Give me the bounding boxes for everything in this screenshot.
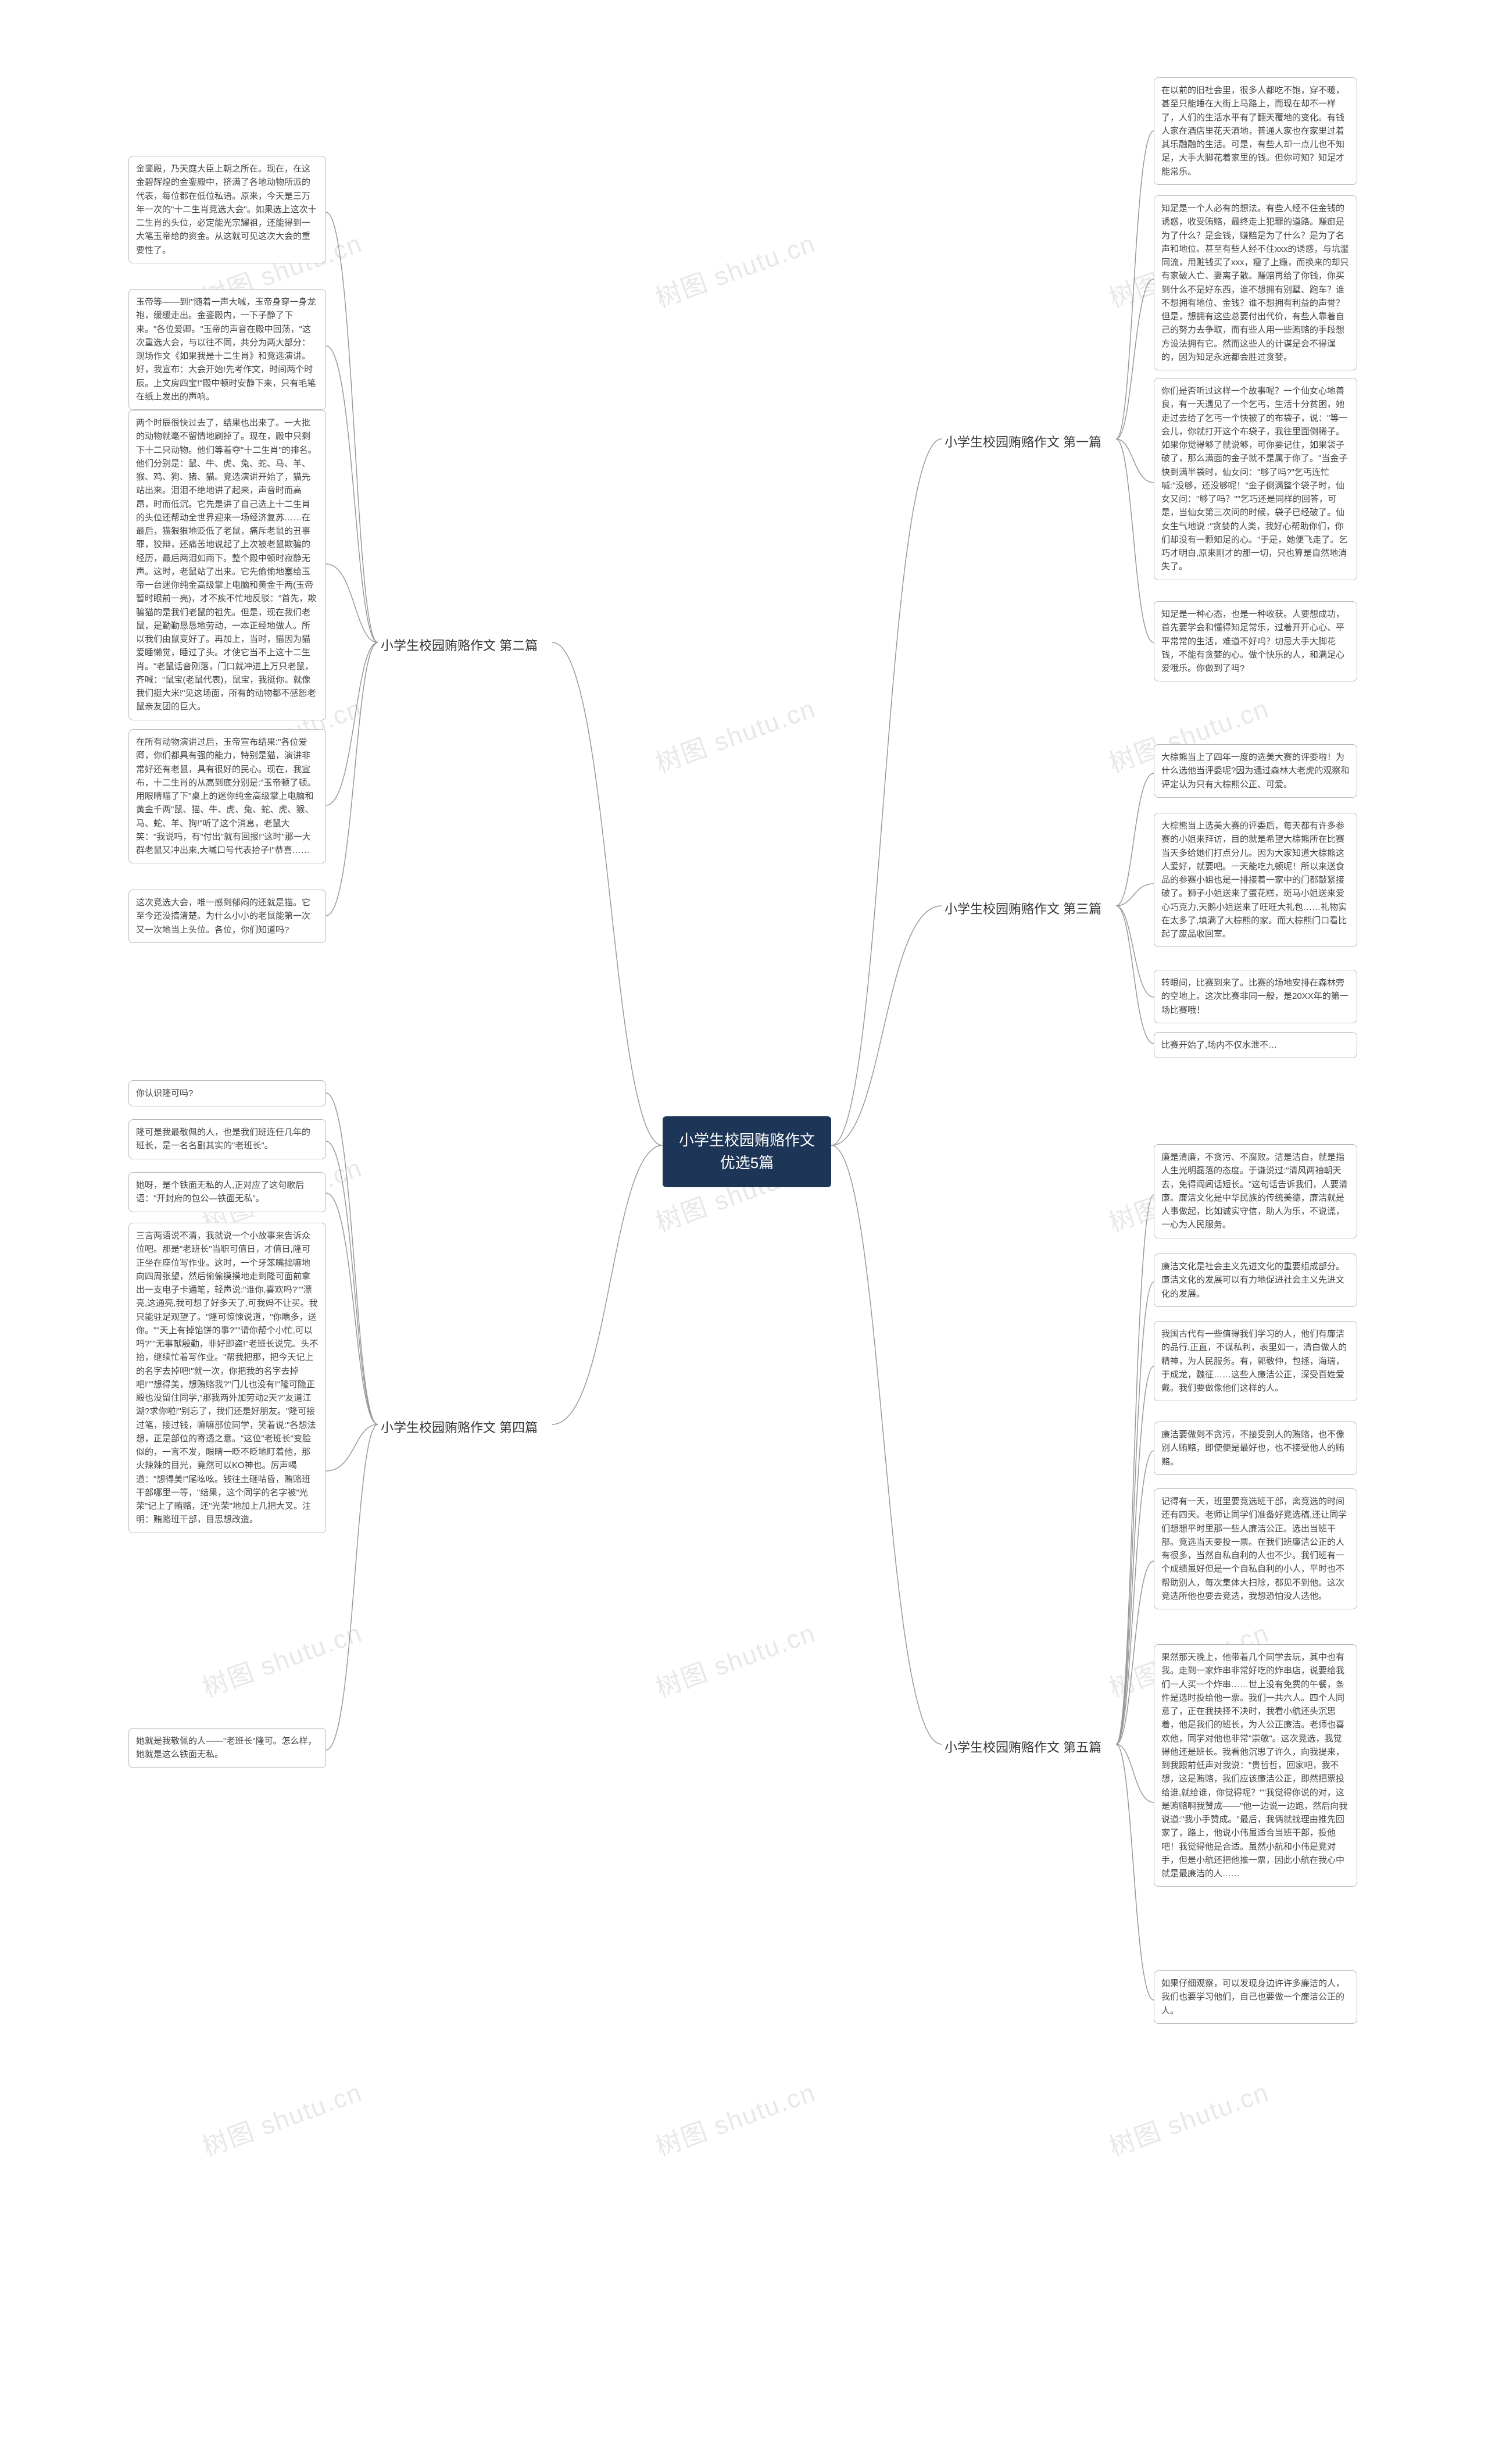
left-box-4: 在所有动物演讲过后，玉帝宣布结果:"各位爱卿，你们都具有强的能力，特别是猫，演讲… xyxy=(128,729,326,863)
right-box-9: 廉是清廉，不贪污、不腐败。洁是洁白，就是指人生光明磊落的态度。于谦说过:"清风两… xyxy=(1154,1144,1357,1238)
center-title: 小学生校园贿赂作文优选5篇 xyxy=(679,1131,815,1172)
branch-5-label: 小学生校园贿赂作文 第五篇 xyxy=(945,1737,1101,1756)
left-box-5: 这次竞选大会，唯一感到郁闷的还就是猫。它至今还没搞清楚。为什么小小的老鼠能第一次… xyxy=(128,890,326,943)
branch-2-label: 小学生校园贿赂作文 第二篇 xyxy=(381,635,538,654)
right-box-12: 廉洁要做到不贪污，不接受别人的贿赂，也不像别人贿赂，即使便是最好也，也不接受他人… xyxy=(1154,1422,1357,1475)
center-node: 小学生校园贿赂作文优选5篇 xyxy=(663,1116,831,1187)
right-box-7: 转眼间，比赛到来了。比赛的场地安排在森林旁的空地上。这次比赛非同一般，是20XX… xyxy=(1154,970,1357,1023)
left-box-8: 她呀，是个铁面无私的人,正对应了这句歌后语："开封府的包公—铁面无私"。 xyxy=(128,1172,326,1212)
left-box-3: 两个时辰很快过去了，结果也出来了。一大批的动物就毫不留情地刷掉了。现在，殿中只剩… xyxy=(128,410,326,720)
right-box-13: 记得有一天，班里要竞选班干部，离竞选的时间还有四天。老师让同学们准备好竞选稿,还… xyxy=(1154,1488,1357,1609)
mindmap-container: 小学生校园贿赂作文优选5篇 小学生校园贿赂作文 第一篇 小学生校园贿赂作文 第二… xyxy=(0,0,1488,2464)
left-box-2: 玉帝等——到!"随着一声大喊，玉帝身穿一身龙袍，缓缓走出。金銮殿内，一下子静了下… xyxy=(128,289,326,410)
right-box-2: 知足是一个人必有的想法。有些人经不住金钱的诱惑，收受贿赂，最终走上犯罪的道路。赚… xyxy=(1154,195,1357,370)
right-box-8: 比赛开始了,场内不仅水泄不… xyxy=(1154,1032,1357,1058)
left-box-1: 金銮殿，乃天庭大臣上朝之所在。现在，在这金碧辉煌的金銮殿中，挤满了各地动物所派的… xyxy=(128,156,326,263)
branch-4-label: 小学生校园贿赂作文 第四篇 xyxy=(381,1417,538,1436)
left-box-7: 隆可是我最敬佩的人，也是我们班连任几年的班长，是一名名副其实的"老班长"。 xyxy=(128,1119,326,1159)
right-box-3: 你们是否听过这样一个故事呢？一个仙女心地善良，有一天遇见了一个乞丐，生活十分贫困… xyxy=(1154,378,1357,580)
left-box-10: 她就是我敬佩的人——"老班长"隆可。怎么样，她就是这么铁面无私。 xyxy=(128,1728,326,1768)
left-box-6: 你认识隆可吗? xyxy=(128,1080,326,1106)
branch-1-label: 小学生校园贿赂作文 第一篇 xyxy=(945,432,1101,451)
right-box-5: 大棕熊当上了四年一度的选美大赛的评委啦！为什么选他当评委呢?因为通过森林大老虎的… xyxy=(1154,744,1357,798)
right-box-10: 廉洁文化是社会主义先进文化的重要组成部分。廉洁文化的发展可以有力地促进社会主义先… xyxy=(1154,1254,1357,1307)
right-box-6: 大棕熊当上选美大赛的评委后，每天都有许多参赛的小姐来拜访，目的就是希望大棕熊所在… xyxy=(1154,813,1357,947)
right-box-14: 果然那天晚上，他带着几个同学去玩，其中也有我。走到一家炸串非常好吃的炸串店，说要… xyxy=(1154,1644,1357,1887)
right-box-15: 如果仔细观察，可以发现身边许许多廉洁的人，我们也要学习他们，自己也要做一个廉洁公… xyxy=(1154,1970,1357,2024)
branch-3-label: 小学生校园贿赂作文 第三篇 xyxy=(945,899,1101,917)
right-box-11: 我国古代有一些值得我们学习的人，他们有廉洁的品行,正直，不谋私利，表里如一，清白… xyxy=(1154,1321,1357,1401)
right-box-4: 知足是一种心态，也是一种收获。人要想成功，首先要学会和懂得知足常乐，过着开开心心… xyxy=(1154,601,1357,681)
right-box-1: 在以前的旧社会里，很多人都吃不饱，穿不暖，甚至只能睡在大街上马路上，而现在却不一… xyxy=(1154,77,1357,185)
left-box-9: 三言两语说不清，我就说一个小故事来告诉众位吧。那是"老班长"当职可值日，才值日,… xyxy=(128,1223,326,1533)
